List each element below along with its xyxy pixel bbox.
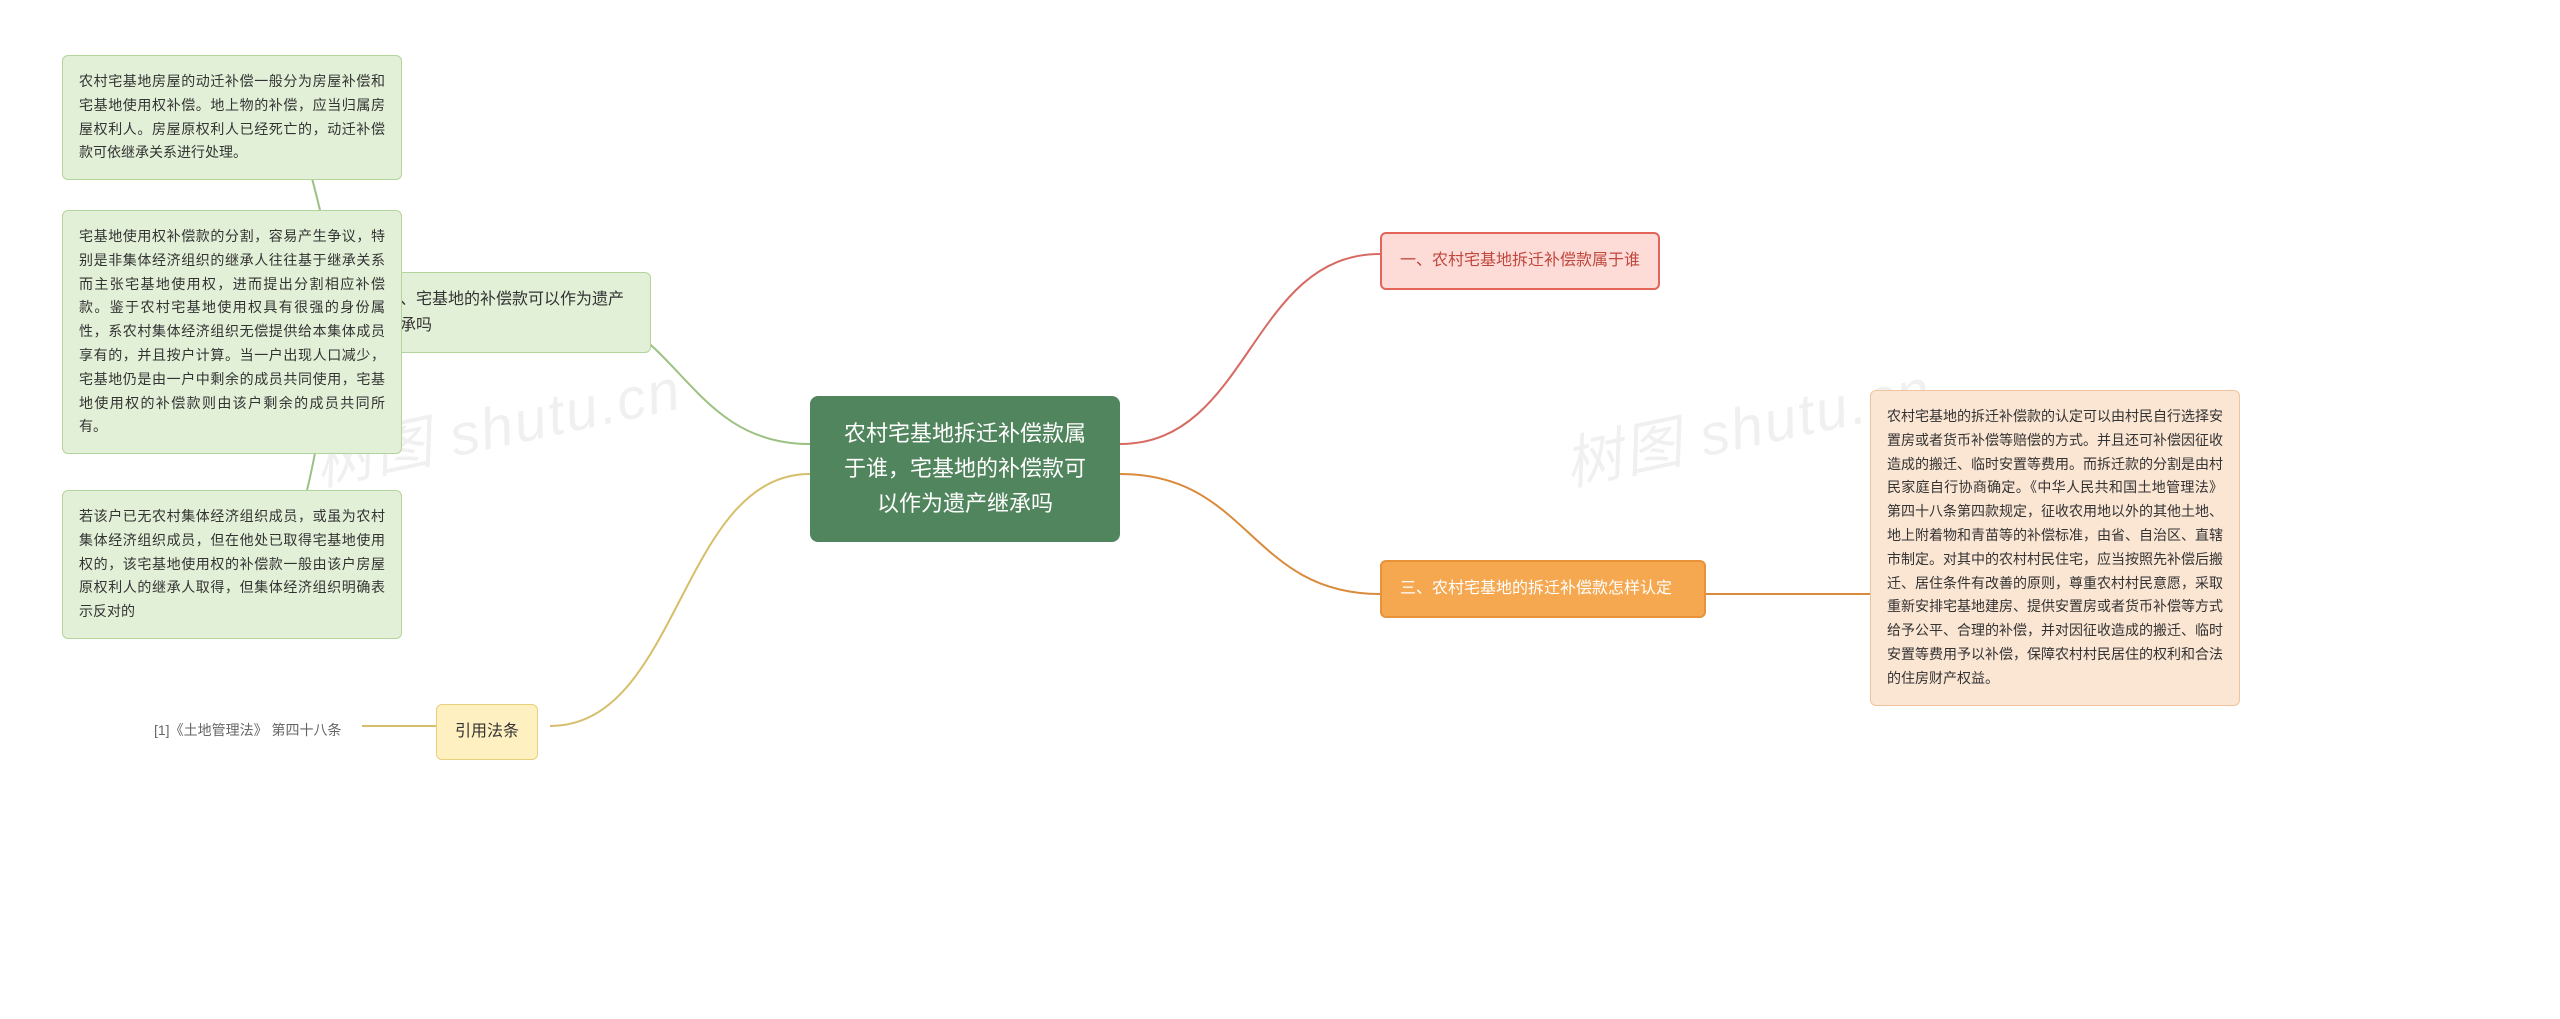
leaf-l4-0: [1]《土地管理法》 第四十八条 (150, 715, 345, 745)
branch-r1[interactable]: 一、农村宅基地拆迁补偿款属于谁 (1380, 232, 1660, 290)
leaf-l2-2: 若该户已无农村集体经济组织成员，或虽为农村集体经济组织成员，但在他处已取得宅基地… (62, 490, 402, 639)
leaf-r3-0: 农村宅基地的拆迁补偿款的认定可以由村民自行选择安置房或者货币补偿等赔偿的方式。并… (1870, 390, 2240, 706)
center-topic[interactable]: 农村宅基地拆迁补偿款属于谁，宅基地的补偿款可以作为遗产继承吗 (810, 396, 1120, 542)
branch-l2[interactable]: 二、宅基地的补偿款可以作为遗产继承吗 (365, 272, 651, 353)
leaf-l2-1: 宅基地使用权补偿款的分割，容易产生争议，特别是非集体经济组织的继承人往往基于继承… (62, 210, 402, 454)
leaf-l2-0: 农村宅基地房屋的动迁补偿一般分为房屋补偿和宅基地使用权补偿。地上物的补偿，应当归… (62, 55, 402, 180)
branch-l4[interactable]: 引用法条 (436, 704, 538, 760)
branch-r3[interactable]: 三、农村宅基地的拆迁补偿款怎样认定 (1380, 560, 1706, 618)
